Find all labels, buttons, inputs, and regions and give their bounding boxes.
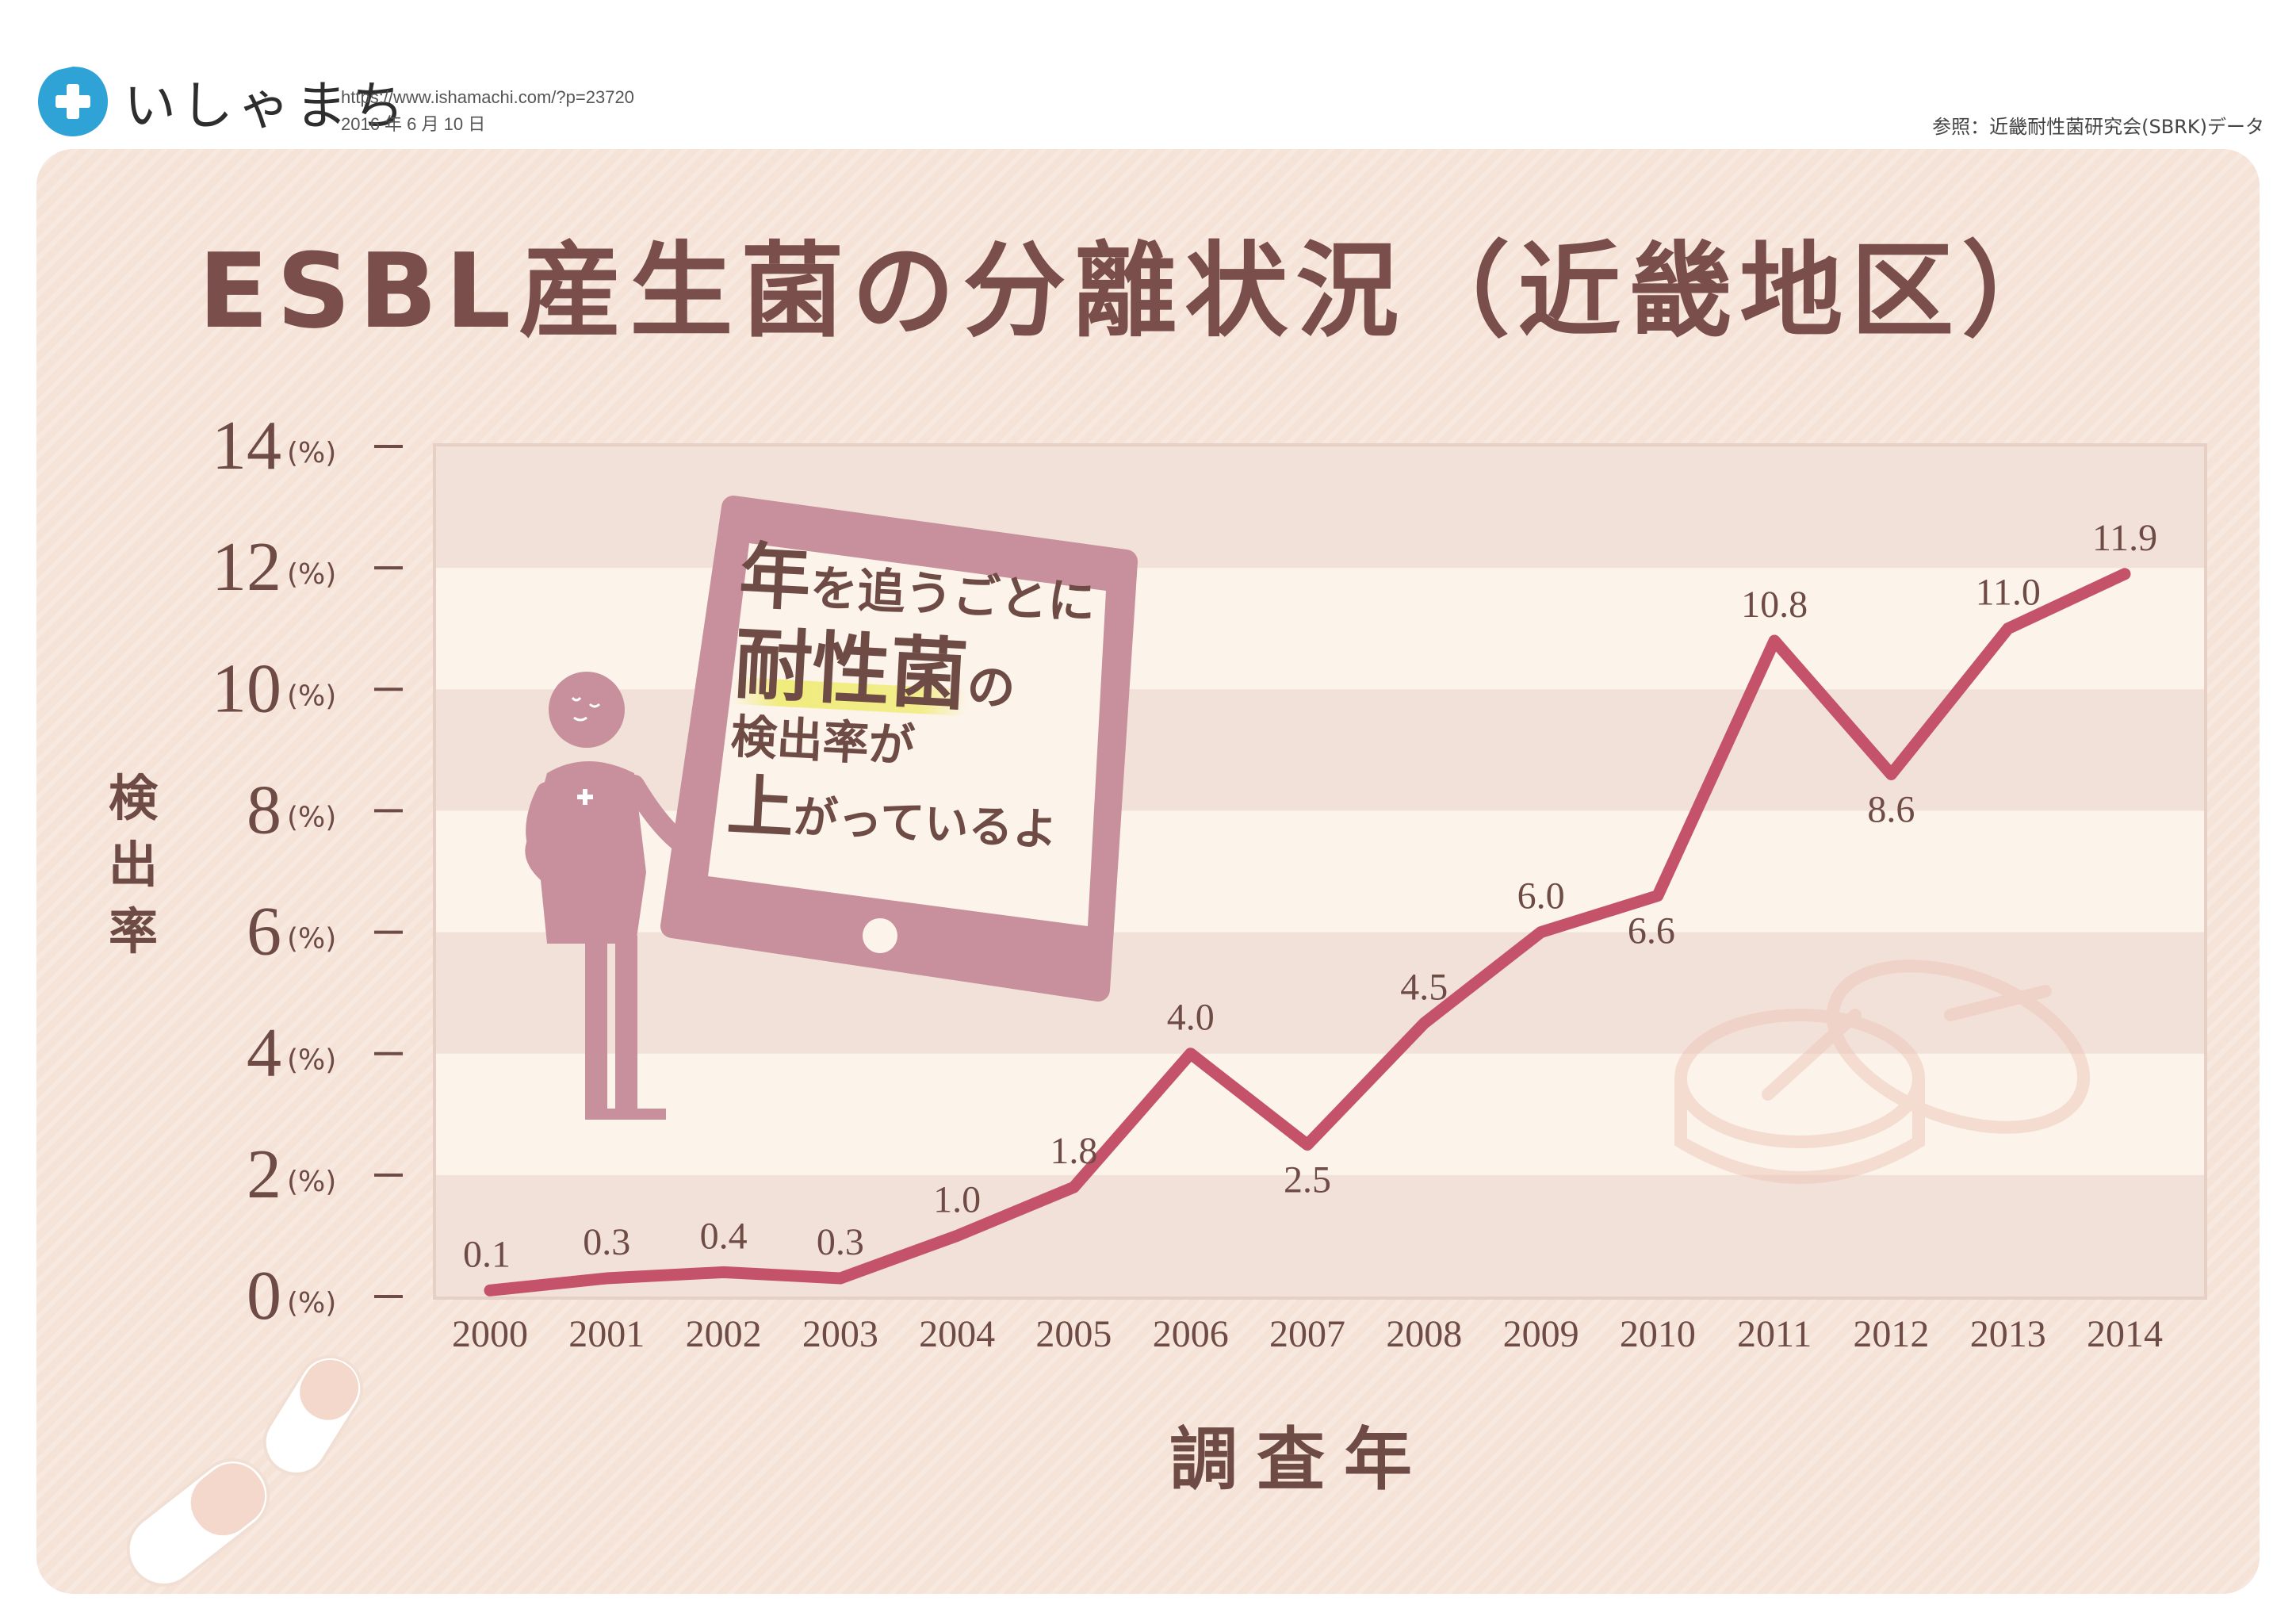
- y-tick-unit: (%): [287, 1166, 336, 1198]
- x-tick-label: 2012: [1853, 1313, 1929, 1355]
- x-tick-label: 2011: [1737, 1313, 1812, 1355]
- data-label: 4.0: [1167, 997, 1215, 1039]
- x-tick-label: 2006: [1153, 1313, 1229, 1355]
- x-tick-label: 2008: [1386, 1313, 1462, 1355]
- y-tick-unit: (%): [287, 680, 336, 712]
- speech-line2-emph: 耐性菌: [732, 619, 970, 722]
- tablet-pill-icon: [1674, 959, 2091, 1184]
- person-illustration-icon: [525, 672, 691, 1120]
- data-label: 6.6: [1628, 910, 1675, 952]
- data-point: [1418, 1017, 1430, 1029]
- grid-band: [436, 446, 2204, 569]
- y-tick-label: 6: [247, 894, 281, 971]
- data-point: [718, 1266, 729, 1278]
- speech-line1: を追うごとに: [809, 560, 1097, 631]
- data-point: [2119, 568, 2130, 580]
- x-tick-label: 2004: [919, 1313, 995, 1355]
- data-point: [2002, 622, 2014, 634]
- x-tick-label: 2002: [686, 1313, 762, 1355]
- data-label: 11.9: [2092, 517, 2157, 559]
- data-label: 4.5: [1400, 966, 1448, 1008]
- data-label: 1.8: [1050, 1130, 1097, 1172]
- data-label: 11.0: [1976, 572, 2041, 614]
- x-tick-label: 2013: [1970, 1313, 2046, 1355]
- y-tick-label: 10: [212, 650, 281, 727]
- x-tick-label: 2010: [1620, 1313, 1696, 1355]
- logo-text: いしゃまち: [124, 75, 409, 136]
- data-label: 2.5: [1284, 1159, 1331, 1201]
- source-url[interactable]: https://www.ishamachi.com/?p=23720: [341, 87, 634, 107]
- header-meta: https://www.ishamachi.com/?p=23720 2016 …: [341, 84, 634, 138]
- data-source-note: 参照：近畿耐性菌研究会(SBRK)データ: [1932, 116, 2264, 138]
- data-point: [1885, 768, 1897, 780]
- x-tick-label: 2005: [1035, 1313, 1112, 1355]
- y-tick-unit: (%): [287, 558, 336, 591]
- data-point: [834, 1273, 846, 1285]
- x-tick-label: 2007: [1269, 1313, 1345, 1355]
- data-label: 1.0: [933, 1178, 981, 1220]
- data-point: [1068, 1182, 1080, 1193]
- logo: いしゃまち: [35, 63, 409, 140]
- x-tick-label: 2014: [2087, 1313, 2163, 1355]
- data-label: 10.8: [1741, 584, 1808, 626]
- y-tick-label: 8: [247, 772, 281, 848]
- y-tick-label: 0: [247, 1258, 281, 1335]
- grid-band: [436, 932, 2204, 1054]
- data-point: [601, 1273, 613, 1285]
- data-point: [1302, 1139, 1313, 1151]
- x-axis-title: 調査年: [1169, 1420, 1431, 1500]
- plus-drop-logo-icon: [38, 67, 108, 136]
- data-label: 8.6: [1867, 788, 1915, 830]
- data-point: [484, 1285, 496, 1297]
- x-tick-label: 2001: [568, 1313, 645, 1355]
- y-tick-unit: (%): [287, 801, 336, 833]
- y-tick-unit: (%): [287, 923, 336, 956]
- data-label: 6.0: [1517, 875, 1565, 917]
- y-tick-unit: (%): [287, 1287, 336, 1320]
- speech-line4-emph: 上: [725, 766, 796, 848]
- x-tick-label: 2003: [802, 1313, 878, 1355]
- publish-date: 2016 年 6 月 10 日: [341, 114, 486, 134]
- data-point: [1769, 635, 1781, 647]
- chart-title: ESBL産生菌の分離状況（近畿地区）: [198, 231, 2073, 351]
- data-label: 0.3: [583, 1221, 630, 1263]
- x-tick-label: 2009: [1503, 1313, 1579, 1355]
- capsule-icon: [126, 1355, 364, 1587]
- data-label: 0.1: [463, 1233, 511, 1275]
- y-axis-title: 検出率: [108, 769, 158, 960]
- speech-line1-emph: 年: [737, 534, 813, 622]
- y-tick-label: 14: [212, 408, 281, 485]
- y-tick-label: 4: [247, 1015, 281, 1092]
- speech-bubble-text: 年を追うごとに 耐性菌の 検出率が 上がっているよ: [725, 534, 1113, 860]
- speech-line2: の: [965, 658, 1017, 717]
- data-point: [1651, 890, 1663, 902]
- data-label: 0.4: [700, 1215, 748, 1257]
- data-label: 0.3: [817, 1221, 864, 1263]
- y-tick-unit: (%): [287, 1044, 336, 1077]
- y-tick-unit: (%): [287, 437, 336, 469]
- x-tick-label: 2000: [452, 1313, 528, 1355]
- y-tick-label: 2: [247, 1136, 281, 1213]
- data-point: [1184, 1048, 1196, 1059]
- y-tick-label: 12: [212, 529, 281, 606]
- data-point: [951, 1230, 963, 1242]
- data-point: [1535, 926, 1547, 938]
